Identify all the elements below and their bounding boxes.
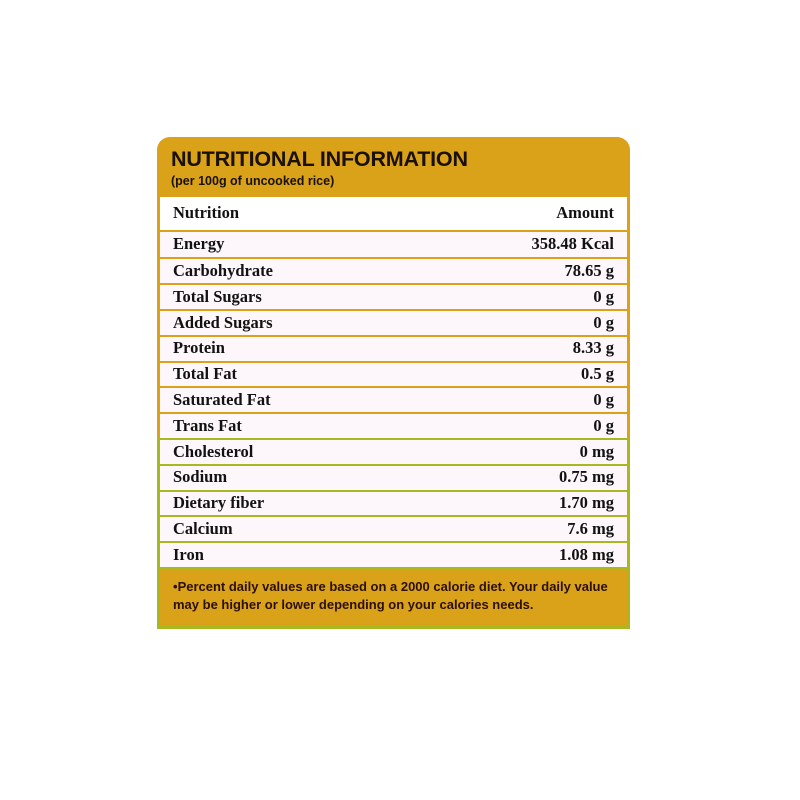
table-row: Dietary fiber 1.70 mg [160, 489, 627, 516]
row-label: Dietary fiber [173, 493, 265, 513]
column-header-nutrient: Nutrition [173, 202, 239, 222]
footnote-text-block: •Percent daily values are based on a 200… [173, 578, 611, 615]
row-label: Protein [173, 338, 225, 358]
column-header-amount: Amount [556, 202, 614, 222]
row-value: 0 g [593, 286, 614, 306]
table-row: Sodium 0.75 mg [160, 463, 627, 490]
label-subtitle: (per 100g of uncooked rice) [171, 173, 335, 188]
nutrition-label-card: NUTRITIONAL INFORMATION (per 100g of unc… [157, 137, 630, 629]
table-row: Saturated Fat 0 g [160, 386, 627, 413]
row-label: Energy [173, 234, 225, 254]
label-footnote: •Percent daily values are based on a 200… [157, 566, 630, 629]
row-value: 0 g [593, 389, 614, 409]
row-value: 1.08 mg [559, 544, 614, 564]
row-label: Added Sugars [173, 312, 273, 332]
label-header: NUTRITIONAL INFORMATION (per 100g of unc… [157, 137, 630, 197]
table-row: Total Sugars 0 g [160, 283, 627, 309]
table-row: Trans Fat 0 g [160, 412, 627, 438]
table-column-header: Nutrition Amount [160, 196, 627, 232]
nutrition-table-upper: Nutrition Amount Energy 358.48 Kcal Carb… [157, 196, 630, 438]
row-value: 358.48 Kcal [531, 234, 615, 254]
row-value: 7.6 mg [567, 518, 614, 538]
row-label: Calcium [173, 518, 233, 538]
row-value: 0 g [593, 415, 614, 435]
footnote-bullet-icon: • [173, 578, 178, 594]
nutrition-table-lower: Cholesterol 0 mg Sodium 0.75 mg Dietary … [157, 437, 630, 567]
table-row: Calcium 7.6 mg [160, 515, 627, 542]
table-row: Total Fat 0.5 g [160, 360, 627, 387]
row-value: 0.5 g [581, 364, 614, 384]
table-row: Cholesterol 0 mg [160, 437, 627, 464]
row-label: Cholesterol [173, 441, 254, 461]
row-label: Total Sugars [173, 286, 262, 306]
row-value: 0 g [593, 312, 614, 332]
row-value: 0 mg [579, 441, 614, 461]
row-label: Sodium [173, 467, 228, 487]
row-value: 78.65 g [564, 261, 615, 280]
row-value: 0.75 mg [559, 467, 614, 487]
row-label: Iron [173, 544, 204, 564]
table-row: Carbohydrate 78.65 g [160, 257, 627, 284]
table-row: Protein 8.33 g [160, 334, 627, 361]
table-row: Iron 1.08 mg [160, 541, 627, 567]
table-row: Energy 358.48 Kcal [160, 231, 627, 258]
row-label: Trans Fat [173, 415, 242, 435]
table-row: Added Sugars 0 g [160, 308, 627, 335]
row-label: Saturated Fat [173, 389, 271, 409]
footnote-text: Percent daily values are based on a 2000… [173, 578, 608, 613]
label-title: NUTRITIONAL INFORMATION [171, 147, 468, 171]
row-value: 8.33 g [572, 338, 614, 358]
row-label: Total Fat [173, 364, 238, 384]
row-value: 1.70 mg [559, 493, 614, 513]
row-label: Carbohydrate [173, 261, 273, 280]
